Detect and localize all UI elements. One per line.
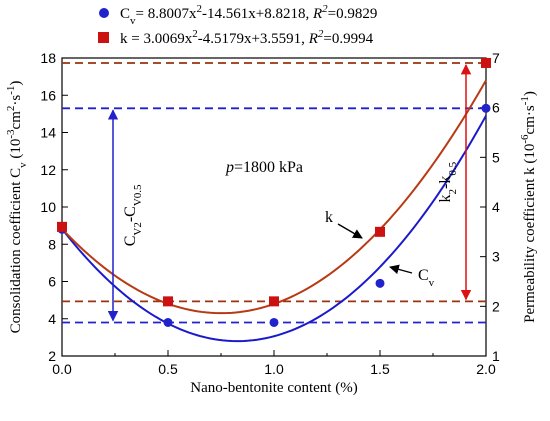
axes: 0.0 0.5 1.0 1.5 2.0246810121416181234567Nano…	[5, 50, 538, 396]
k-pointer-arrow	[337, 223, 363, 239]
point-cv	[163, 317, 173, 327]
y-left-tick-label: 4	[48, 311, 56, 327]
cv-curve-label: Cv	[418, 267, 435, 289]
x-tick-label: 1.0	[264, 361, 284, 377]
y-left-tick-label: 14	[40, 125, 56, 141]
y-left-tick-label: 2	[48, 348, 56, 364]
x-tick-label: 2.0	[476, 361, 496, 377]
point-cv	[375, 278, 385, 288]
y-right-tick-label: 5	[492, 149, 500, 165]
x-tick-label: 1.5	[370, 361, 390, 377]
y-left-axis-label: Consolidation coefficient Cv (10-3cm2·s-…	[5, 81, 29, 334]
y-right-tick-label: 7	[492, 50, 500, 66]
y-left-tick-label: 10	[40, 199, 56, 215]
y-left-tick-label: 8	[48, 236, 56, 252]
point-k	[481, 57, 491, 68]
legend-entry-k: k = 3.0069x2-4.5179x+3.5591, R2=0.9994	[120, 28, 374, 47]
point-k	[269, 296, 279, 307]
data-points	[57, 57, 491, 327]
x-axis-label: Nano-bentonite content (%)	[190, 380, 357, 396]
x-tick-label: 0.5	[158, 361, 178, 377]
point-k	[163, 296, 173, 307]
y-left-tick-label: 18	[40, 50, 56, 66]
y-right-tick-label: 6	[492, 100, 500, 116]
y-left-tick-label: 6	[48, 274, 56, 290]
y-right-tick-label: 1	[492, 348, 500, 364]
legend: Cv= 8.8007x2-14.561x+8.8218, R2=0.9829k …	[98, 3, 377, 47]
y-right-tick-label: 2	[492, 298, 500, 314]
fit-curve-cv	[61, 115, 487, 343]
legend-marker-cv	[99, 8, 109, 18]
legend-entry-cv: Cv= 8.8007x2-14.561x+8.8218, R2=0.9829	[120, 3, 377, 27]
pressure-annotation: p=1800 kPa	[225, 159, 303, 176]
point-k	[375, 226, 385, 237]
cv-pointer-arrow	[389, 264, 413, 275]
cv-difference-label: CV2-CV0.5	[122, 184, 144, 246]
point-cv	[481, 103, 491, 113]
point-cv	[269, 317, 279, 327]
k-difference-label: k2-k0.5	[437, 161, 459, 202]
y-right-tick-label: 3	[492, 249, 500, 265]
y-left-tick-label: 12	[40, 162, 56, 178]
y-right-axis-label: Permeability coefficient k (10-6cm·s-1)	[519, 91, 538, 323]
y-left-tick-label: 16	[40, 87, 56, 103]
annotations: p=1800 kPa CV2-CV0.5 k2-k0.5 k Cv	[107, 63, 472, 322]
point-k	[57, 221, 67, 232]
k-curve-label: k	[325, 209, 333, 226]
y-right-tick-label: 4	[492, 199, 500, 215]
x-tick-label: 0.0	[52, 361, 72, 377]
legend-marker-k	[98, 32, 109, 43]
